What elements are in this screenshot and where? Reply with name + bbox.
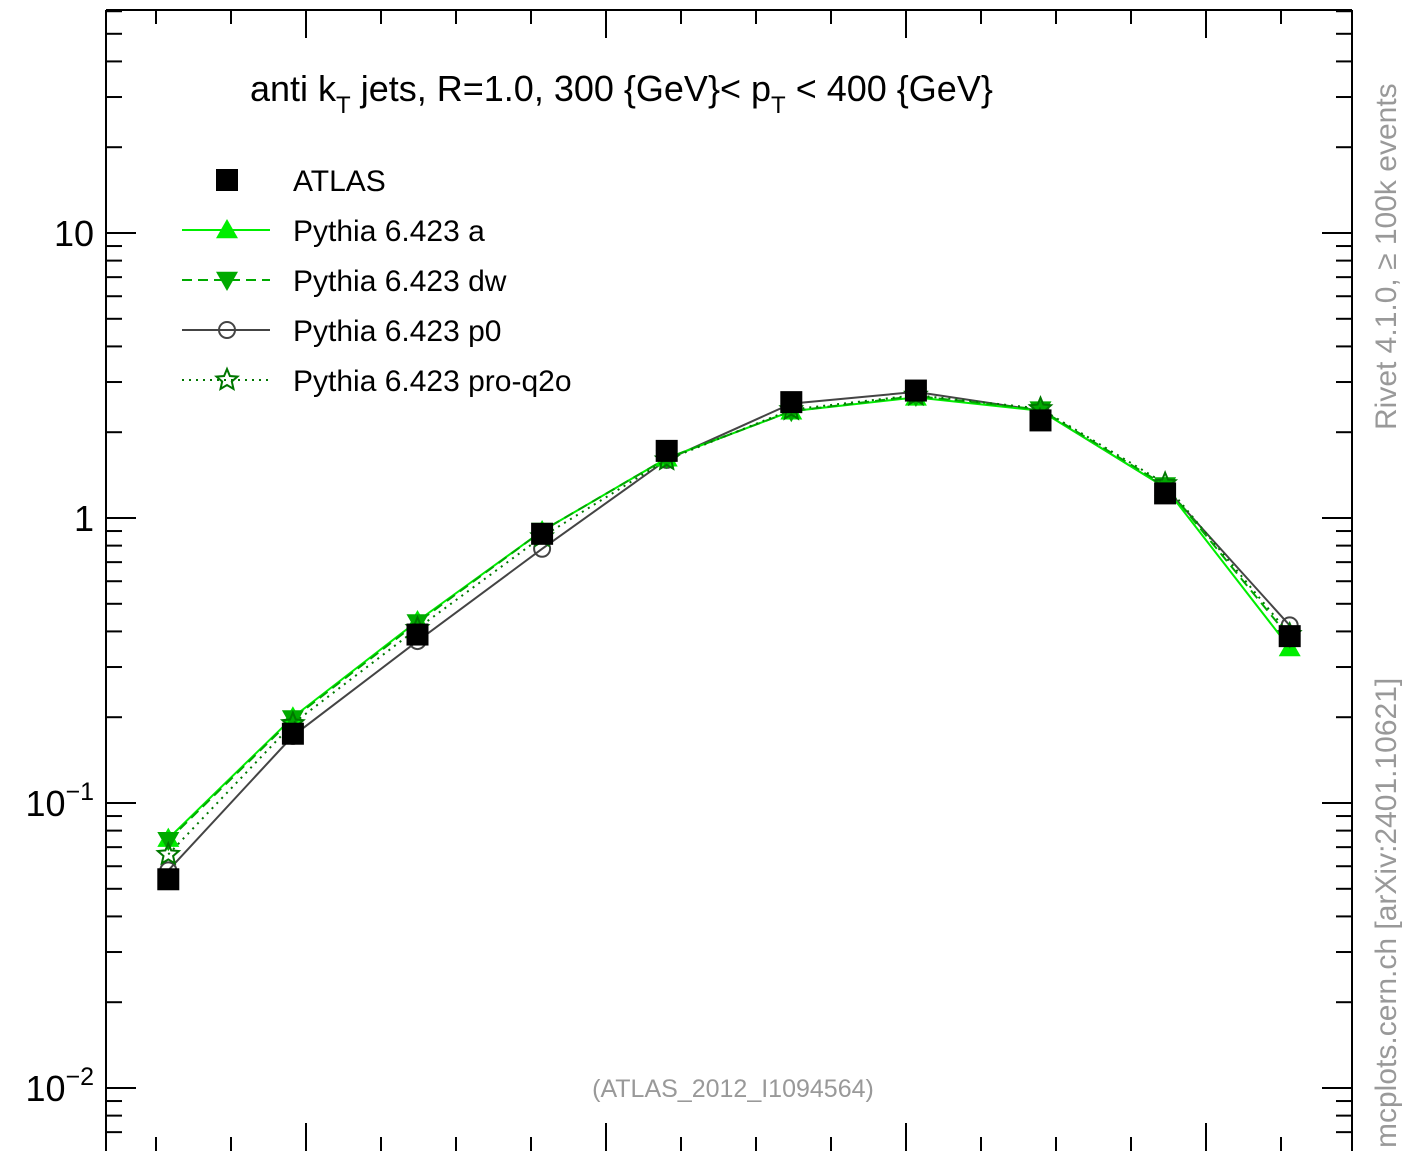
data-point	[904, 379, 927, 402]
data-point	[1029, 409, 1052, 432]
series-1	[157, 386, 1301, 847]
y-tick-label: 1	[74, 498, 94, 539]
y-tick-labels: 10 1 10−1 10−2	[25, 213, 94, 1109]
legend-entry: Pythia 6.423 p0	[182, 315, 502, 348]
legend-marker	[214, 366, 240, 391]
legend-label: Pythia 6.423 dw	[293, 265, 507, 298]
data-point	[531, 522, 554, 545]
legend-entry: ATLAS	[216, 165, 386, 198]
data-point	[1154, 482, 1177, 505]
data-point	[780, 391, 803, 414]
legend-marker	[216, 219, 238, 239]
series-line	[167, 396, 1291, 840]
series-line	[167, 394, 1291, 842]
legend-label: Pythia 6.423 p0	[293, 315, 502, 348]
y-tick-label: 10−2	[25, 1063, 94, 1109]
legend: ATLAS Pythia 6.423 a Pythia 6.423 dw Pythia…	[182, 165, 572, 398]
side-label-bottom: mcplots.cern.ch [arXiv:2401.10621]	[1370, 678, 1403, 1148]
chart-title: anti kT jets, R=1.0, 300 {GeV}< pT < 400…	[250, 68, 993, 119]
data-point	[281, 710, 304, 730]
y-tick-label: 10	[54, 213, 94, 254]
series-line	[167, 394, 1291, 856]
legend-entry: Pythia 6.423 dw	[182, 265, 507, 298]
series-0	[157, 379, 1301, 891]
data-point	[655, 439, 678, 462]
analysis-annotation: (ATLAS_2012_I1094564)	[592, 1075, 874, 1103]
data-point	[281, 722, 304, 745]
y-tick-label: 10−1	[25, 778, 94, 824]
legend-entry: Pythia 6.423 pro-q2o	[182, 365, 572, 398]
legend-entry: Pythia 6.423 a	[182, 215, 485, 248]
legend-marker	[216, 169, 238, 191]
legend-label: Pythia 6.423 pro-q2o	[293, 365, 572, 398]
legend-label: Pythia 6.423 a	[293, 215, 485, 248]
data-point	[1278, 625, 1301, 648]
legend-marker	[216, 271, 238, 291]
legend-marker	[218, 321, 236, 339]
legend-label: ATLAS	[293, 165, 386, 198]
series-line	[167, 390, 1291, 872]
axis-ticks	[106, 10, 1352, 1151]
series-layer	[155, 379, 1303, 891]
data-point	[155, 840, 182, 866]
data-point	[406, 623, 429, 646]
data-point	[157, 868, 180, 891]
side-label-top: Rivet 4.1.0, ≥ 100k events	[1370, 83, 1403, 430]
series-4	[155, 381, 1303, 866]
series-3	[159, 382, 1299, 880]
series-2	[157, 387, 1301, 852]
